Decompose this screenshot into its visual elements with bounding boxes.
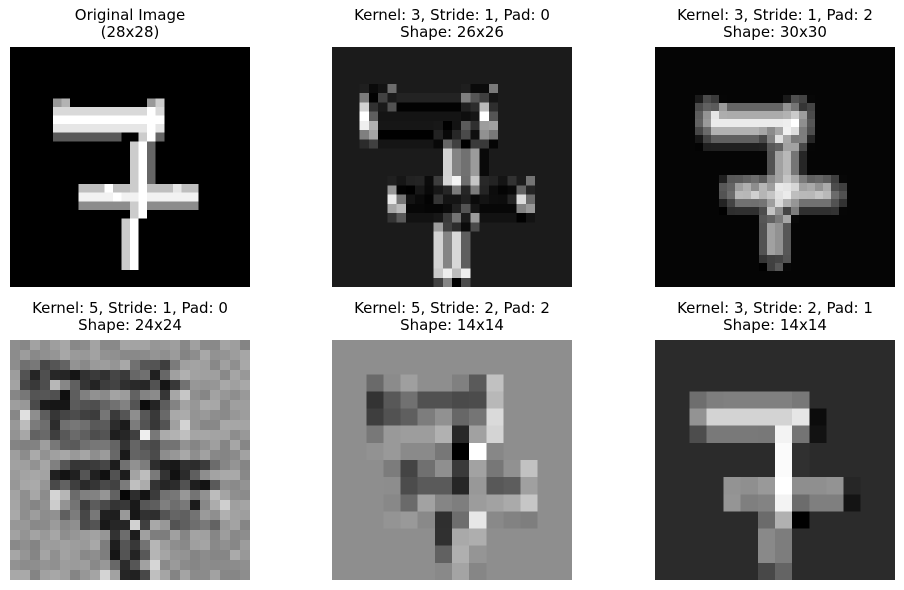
panel-title: Kernel: 5, Stride: 2, Pad: 2 Shape: 14x1…	[332, 300, 572, 334]
heatmap-image	[655, 340, 895, 580]
panel-title: Kernel: 3, Stride: 1, Pad: 2 Shape: 30x3…	[655, 7, 895, 41]
title-line-1: Kernel: 3, Stride: 1, Pad: 2	[677, 6, 873, 24]
heatmap-image	[10, 47, 250, 287]
title-line-1: Kernel: 3, Stride: 1, Pad: 0	[354, 6, 550, 24]
title-line-1: Kernel: 3, Stride: 2, Pad: 1	[677, 299, 873, 317]
heatmap-canvas	[655, 340, 895, 580]
panel-title: Kernel: 3, Stride: 2, Pad: 1 Shape: 14x1…	[655, 300, 895, 334]
heatmap-canvas	[10, 340, 250, 580]
panel-title: Kernel: 5, Stride: 1, Pad: 0 Shape: 24x2…	[10, 300, 250, 334]
panel-title: Original Image (28x28)	[10, 7, 250, 41]
title-line-2: Shape: 30x30	[723, 23, 827, 41]
title-line-1: Original Image	[74, 6, 186, 24]
heatmap-canvas	[655, 47, 895, 287]
heatmap-canvas	[332, 47, 572, 287]
heatmap-canvas	[10, 47, 250, 287]
title-line-2: Shape: 14x14	[400, 316, 504, 334]
title-line-2: Shape: 24x24	[78, 316, 182, 334]
panel-k3-s1-p0: Kernel: 3, Stride: 1, Pad: 0 Shape: 26x2…	[332, 7, 572, 287]
title-line-1: Kernel: 5, Stride: 2, Pad: 2	[354, 299, 550, 317]
title-line-2: Shape: 14x14	[723, 316, 827, 334]
panel-k3-s2-p1: Kernel: 3, Stride: 2, Pad: 1 Shape: 14x1…	[655, 300, 895, 580]
heatmap-canvas	[332, 340, 572, 580]
title-line-2: (28x28)	[100, 23, 160, 41]
title-line-1: Kernel: 5, Stride: 1, Pad: 0	[32, 299, 228, 317]
panel-title: Kernel: 3, Stride: 1, Pad: 0 Shape: 26x2…	[332, 7, 572, 41]
panel-original: Original Image (28x28)	[10, 7, 250, 287]
heatmap-image	[332, 47, 572, 287]
panel-k5-s1-p0: Kernel: 5, Stride: 1, Pad: 0 Shape: 24x2…	[10, 300, 250, 580]
heatmap-image	[10, 340, 250, 580]
panel-k3-s1-p2: Kernel: 3, Stride: 1, Pad: 2 Shape: 30x3…	[655, 7, 895, 287]
title-line-2: Shape: 26x26	[400, 23, 504, 41]
heatmap-image	[655, 47, 895, 287]
panel-k5-s2-p2: Kernel: 5, Stride: 2, Pad: 2 Shape: 14x1…	[332, 300, 572, 580]
heatmap-image	[332, 340, 572, 580]
